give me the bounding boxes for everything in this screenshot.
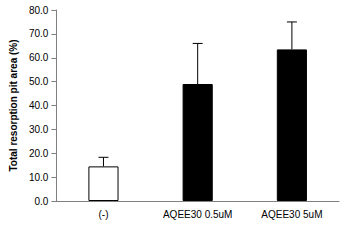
svg-text:30.0: 30.0 bbox=[29, 124, 49, 135]
svg-text:10.0: 10.0 bbox=[29, 172, 49, 183]
svg-text:60.0: 60.0 bbox=[29, 52, 49, 63]
svg-text:Total resorption pit area (%): Total resorption pit area (%) bbox=[8, 39, 19, 171]
svg-text:50.0: 50.0 bbox=[29, 76, 49, 87]
svg-text:20.0: 20.0 bbox=[29, 148, 49, 159]
svg-text:70.0: 70.0 bbox=[29, 28, 49, 39]
svg-text:40.0: 40.0 bbox=[29, 100, 49, 111]
svg-text:0.0: 0.0 bbox=[34, 196, 48, 207]
svg-text:80.0: 80.0 bbox=[29, 5, 49, 16]
svg-text:AQEE30 0.5uM: AQEE30 0.5uM bbox=[163, 209, 232, 220]
svg-text:(-): (-) bbox=[98, 209, 108, 220]
svg-text:AQEE30 5uM: AQEE30 5uM bbox=[261, 209, 322, 220]
